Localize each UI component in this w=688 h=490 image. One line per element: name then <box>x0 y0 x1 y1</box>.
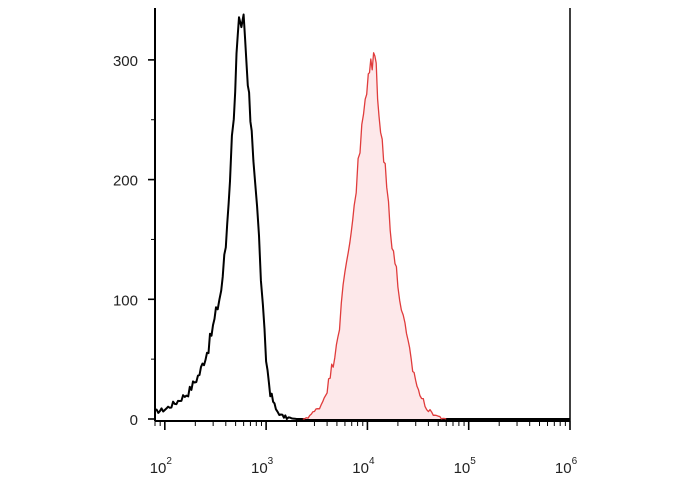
y-tick-label: 0 <box>130 412 138 429</box>
x-tick-base: 10 <box>352 460 369 477</box>
x-tick-exponent: 2 <box>166 456 172 467</box>
x-tick-exponent: 4 <box>369 456 375 467</box>
x-tick-base: 10 <box>251 460 268 477</box>
x-axis: 102 103 104 105 106 <box>150 421 578 477</box>
y-axis: 0 100 200 300 <box>113 53 155 429</box>
x-tick-label: 102 <box>150 456 173 477</box>
x-tick-label: 104 <box>352 456 375 477</box>
x-tick-base: 10 <box>555 460 572 477</box>
y-tick-label: 300 <box>113 53 138 70</box>
series-layer <box>154 13 570 420</box>
x-tick-base: 10 <box>454 460 471 477</box>
y-tick-label: 100 <box>113 292 138 309</box>
x-tick-base: 10 <box>150 460 167 477</box>
y-tick-label: 200 <box>113 173 138 190</box>
x-tick-label: 105 <box>454 456 477 477</box>
x-tick-label: 103 <box>251 456 274 477</box>
series-2-line <box>302 52 447 420</box>
x-tick-exponent: 6 <box>572 456 578 467</box>
x-tick-exponent: 3 <box>268 456 274 467</box>
x-tick-label: 106 <box>555 456 578 477</box>
x-tick-exponent: 5 <box>470 456 476 467</box>
series-2-fill <box>302 52 447 420</box>
